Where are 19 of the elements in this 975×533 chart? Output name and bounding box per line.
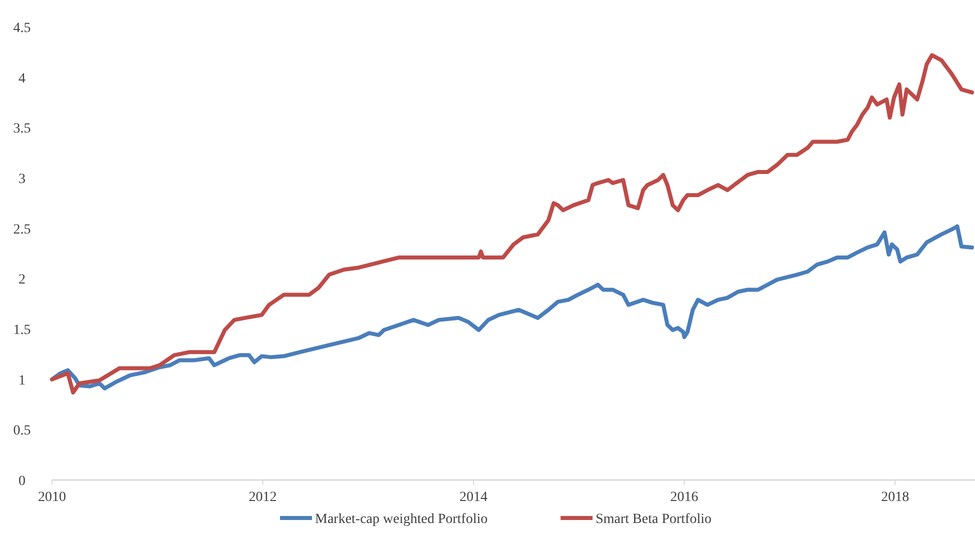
y-tick-label: 3.5 [13,122,31,137]
y-tick-label: 0.5 [13,424,31,439]
y-tick-label: 4.5 [13,21,31,36]
legend-label: Market-cap weighted Portfolio [315,512,488,527]
x-tick-label: 2012 [248,490,277,505]
x-tick-label: 2010 [38,490,66,505]
y-tick-label: 3 [18,172,26,187]
y-tick-label: 0 [18,474,26,489]
x-tick-label: 2016 [670,490,698,505]
line-series [50,53,974,394]
legend-label: Smart Beta Portfolio [596,512,712,527]
y-tick-label: 1.5 [13,323,31,338]
y-tick-label: 2.5 [13,222,31,238]
y-tick-label: 1 [18,373,26,388]
y-tick-label: 2 [18,272,26,288]
x-tick-label: 2014 [460,490,488,505]
y-tick-label: 4 [18,71,26,86]
line-series [50,224,974,390]
x-tick-label: 2018 [881,490,910,505]
